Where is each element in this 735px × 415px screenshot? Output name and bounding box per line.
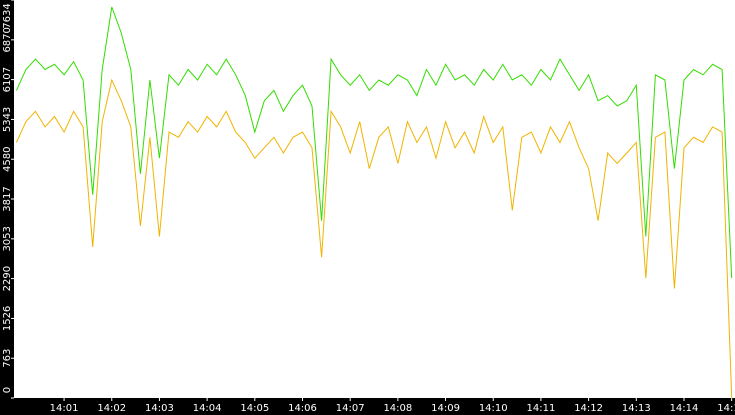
y-tick-label: 3817 [2, 186, 13, 211]
y-tick-label: 5343 [2, 107, 13, 132]
x-tick-label: 14:08 [383, 403, 412, 414]
y-tick-label: 2290 [2, 266, 13, 291]
x-tick-label: 14:06 [288, 403, 317, 414]
x-axis-strip [0, 398, 735, 415]
x-tick-label: 14:09 [431, 403, 460, 414]
x-tick-label: 14:05 [240, 403, 269, 414]
y-tick-label: 4580 [2, 146, 13, 171]
series-line [15, 6, 733, 279]
x-tick-label: 14:04 [193, 403, 222, 414]
x-tick-label: 14:12 [574, 403, 603, 414]
series-line [15, 78, 733, 399]
y-tick-label: 0 [2, 387, 13, 393]
y-axis-strip [0, 0, 14, 415]
y-tick-label: 3053 [2, 226, 13, 251]
x-tick-label: 14:01 [50, 403, 79, 414]
y-tick-label: 1526 [2, 306, 13, 331]
x-tick-label: 14:11 [527, 403, 556, 414]
y-tick-label: 763 [2, 349, 13, 368]
x-tick-label: 14:03 [145, 403, 174, 414]
y-tick-label: 6870 [2, 27, 13, 52]
y-tick-label: 6107 [2, 67, 13, 92]
x-tick-label: 14:14 [670, 403, 699, 414]
x-tick-label: 14:13 [622, 403, 651, 414]
y-tick-label: 7634 [2, 3, 13, 28]
x-tick-label: 14:10 [479, 403, 508, 414]
x-tick-label: 14:02 [97, 403, 126, 414]
x-tick-label: 14:15 [717, 403, 735, 414]
x-tick-label: 14:07 [336, 403, 365, 414]
